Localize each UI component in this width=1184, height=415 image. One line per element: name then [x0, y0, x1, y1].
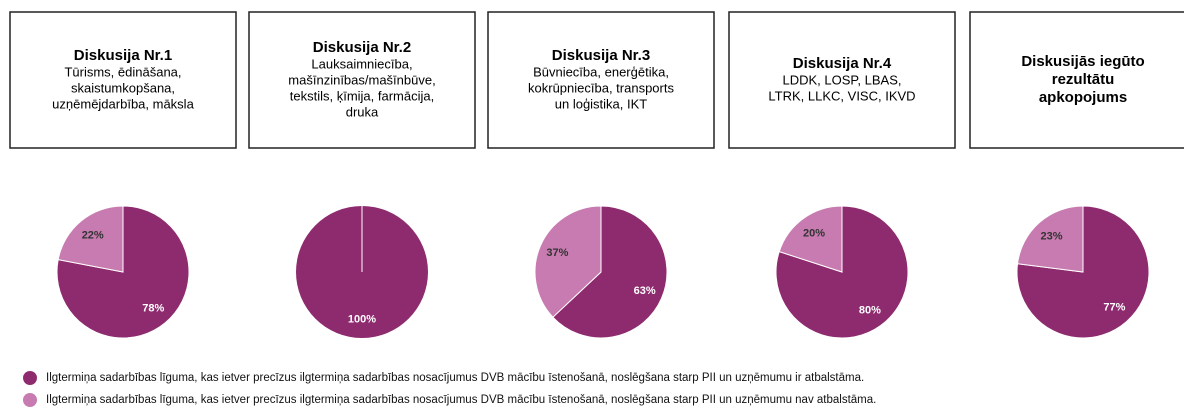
- header-subtitle: Lauksaimniecība,: [311, 56, 412, 71]
- pie-label: 100%: [348, 313, 376, 325]
- pie-label: 63%: [634, 285, 656, 297]
- legend-swatch: [23, 371, 37, 385]
- header-box: [969, 11, 1184, 149]
- header-title: apkopojums: [1039, 89, 1127, 106]
- pie-slice: [1016, 205, 1084, 273]
- header-title: rezultātu: [1052, 71, 1115, 88]
- header-subtitle: LDDK, LOSP, LBAS,: [783, 72, 902, 87]
- header-subtitle: druka: [346, 104, 379, 119]
- header-subtitle: un loģistika, IKT: [555, 96, 648, 111]
- pie-label: 37%: [546, 247, 568, 259]
- pie-slice: [778, 205, 843, 273]
- header-subtitle: Būvniecība, enerģētika,: [533, 64, 669, 79]
- pie-label: 77%: [1103, 302, 1125, 314]
- header-title: Diskusija Nr.4: [793, 55, 892, 72]
- pie-slice: [534, 205, 602, 318]
- legend-swatch: [23, 393, 37, 407]
- legend-label: Ilgtermiņa sadarbības līguma, kas ietver…: [46, 394, 876, 406]
- pie-label: 80%: [859, 304, 881, 316]
- pie-slice: [1016, 205, 1150, 339]
- header-subtitle: uzņēmējdarbība, māksla: [52, 96, 194, 111]
- header-box: [728, 11, 956, 149]
- pie-label: 20%: [803, 227, 825, 239]
- pie-label: 22%: [82, 229, 104, 241]
- header-title: Diskusija Nr.1: [74, 47, 172, 64]
- header-box: [9, 11, 237, 149]
- header-subtitle: Tūrisms, ēdināšana,: [64, 64, 181, 79]
- header-subtitle: skaistumkopšana,: [71, 80, 175, 95]
- legend-label: Ilgtermiņa sadarbības līguma, kas ietver…: [46, 372, 864, 384]
- header-title: Diskusija Nr.3: [552, 47, 650, 64]
- header-box: [487, 11, 715, 149]
- pie-label: 23%: [1041, 230, 1063, 242]
- header-subtitle: LTRK, LLKC, VISC, IKVD: [768, 88, 915, 103]
- header-subtitle: mašīnzinības/mašīnbūve,: [288, 72, 435, 87]
- pie-slice: [775, 205, 909, 339]
- header-subtitle: kokrūpniecība, transports: [528, 80, 674, 95]
- pie-slice: [552, 205, 668, 339]
- header-title: Diskusijās iegūto: [1021, 53, 1144, 70]
- header-subtitle: tekstils, ķīmija, farmācija,: [290, 88, 434, 103]
- pie-slice: [56, 205, 190, 339]
- pie-slice: [57, 205, 124, 273]
- header-box: [248, 11, 476, 149]
- header-title: Diskusija Nr.2: [313, 39, 411, 56]
- pie-label: 78%: [142, 303, 164, 315]
